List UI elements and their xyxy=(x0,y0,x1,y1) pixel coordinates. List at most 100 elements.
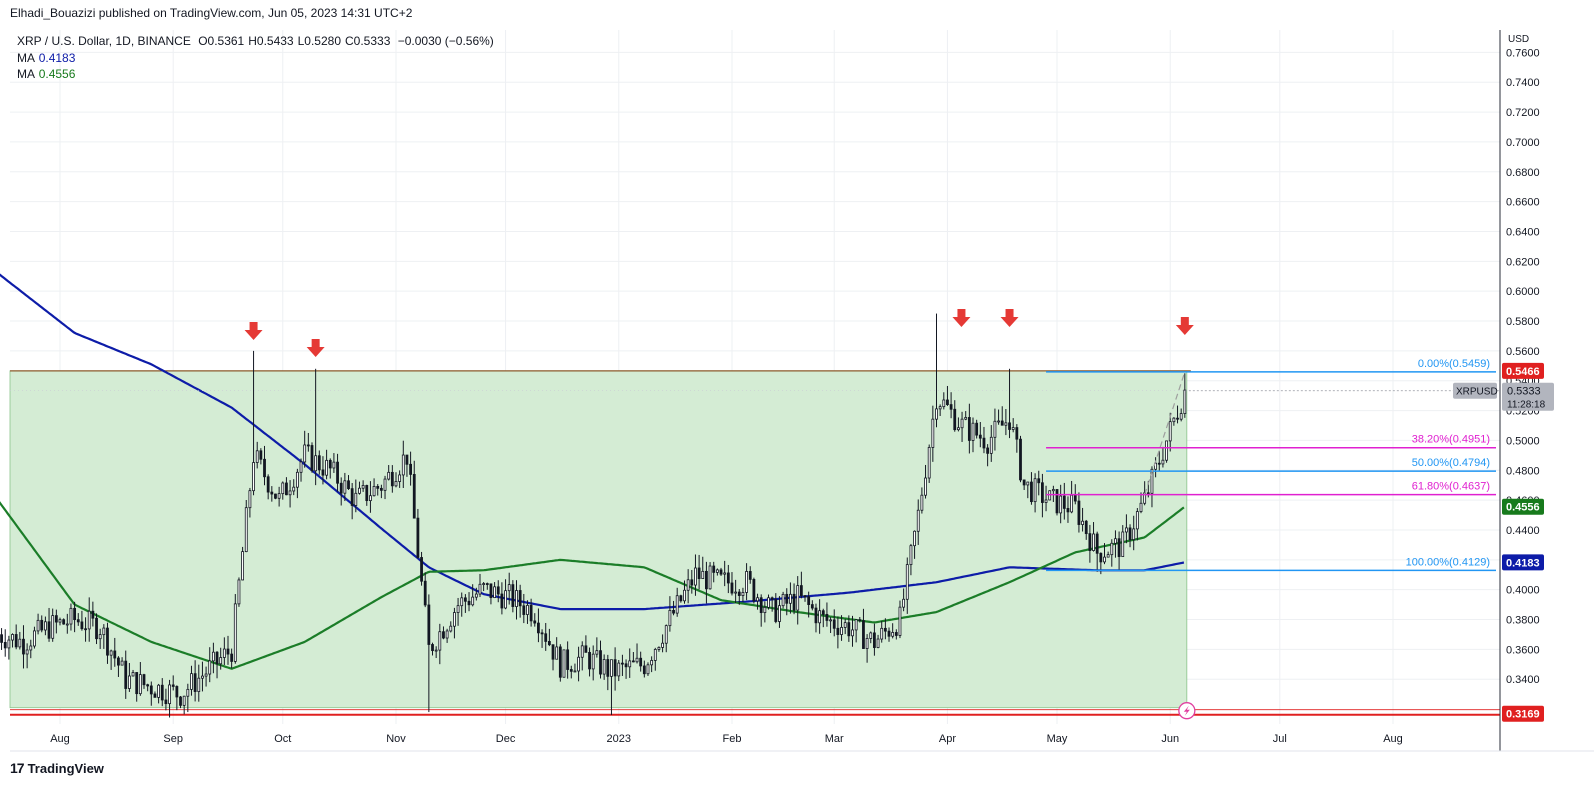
candle-body xyxy=(927,447,931,479)
candle xyxy=(317,450,321,475)
candle-body xyxy=(445,630,449,639)
candle-body xyxy=(807,596,811,605)
candle xyxy=(701,556,705,579)
candle xyxy=(237,577,241,607)
candle-body xyxy=(865,638,869,649)
candle-body xyxy=(354,492,358,506)
horizontal-levels[interactable] xyxy=(10,370,1500,716)
price-tick-label: 0.4000 xyxy=(1506,585,1540,597)
candle-body xyxy=(160,684,164,701)
candle-body xyxy=(650,660,654,666)
resistance-arrows[interactable] xyxy=(244,309,1194,357)
candle-body xyxy=(931,418,935,448)
candle-body xyxy=(412,473,416,519)
candle xyxy=(197,664,201,702)
candle-body xyxy=(1099,552,1103,563)
candle-body xyxy=(1077,500,1081,525)
candle xyxy=(832,609,836,637)
candle-body xyxy=(584,645,588,653)
candle xyxy=(737,589,741,605)
candle xyxy=(639,651,643,672)
down-arrow-icon[interactable] xyxy=(1175,317,1194,335)
candle xyxy=(836,616,840,649)
candle xyxy=(730,572,734,596)
candle-body xyxy=(339,482,343,494)
candle xyxy=(193,660,197,702)
candle-body xyxy=(715,569,719,573)
candle xyxy=(610,659,613,716)
candle-body xyxy=(1146,492,1150,495)
candle xyxy=(748,566,752,584)
ma-slow-badge-text: 0.4183 xyxy=(1506,557,1540,569)
candle-body xyxy=(325,459,329,476)
candle-body xyxy=(894,632,898,636)
candle-body xyxy=(113,650,117,659)
tradingview-logo[interactable]: 17 TradingView xyxy=(10,760,104,776)
candle-body xyxy=(1168,421,1172,442)
candle-body xyxy=(821,610,825,615)
candle-body xyxy=(1125,527,1128,533)
candle-body xyxy=(672,609,675,614)
down-arrow-icon[interactable] xyxy=(244,322,263,340)
candle xyxy=(423,572,427,608)
candle-body xyxy=(913,530,916,547)
candle-body xyxy=(748,571,752,580)
axes: USD0.34000.36000.38000.40000.42000.44000… xyxy=(10,30,1594,752)
fib-trend-line[interactable] xyxy=(1144,371,1186,495)
candle-body xyxy=(76,619,80,623)
time-tick-label: Jul xyxy=(1273,733,1287,745)
candle xyxy=(1172,417,1176,426)
candle xyxy=(76,613,80,626)
candle xyxy=(916,499,920,545)
symbol-name[interactable]: XRP / U.S. Dollar, 1D, BINANCE xyxy=(17,34,191,48)
candle-body xyxy=(595,650,599,655)
candle-body xyxy=(255,450,259,463)
candle-body xyxy=(814,607,818,624)
ma1-row[interactable]: MA 0.4183 xyxy=(17,50,494,67)
candle xyxy=(584,635,588,653)
candle xyxy=(456,597,460,626)
candle xyxy=(778,596,781,628)
candle-body xyxy=(745,571,748,593)
candles xyxy=(0,313,1187,718)
candle xyxy=(102,624,106,649)
candle xyxy=(558,644,562,682)
down-arrow-icon[interactable] xyxy=(952,309,971,327)
candle xyxy=(781,591,785,609)
range-rectangle[interactable] xyxy=(9,370,1188,709)
candle xyxy=(1132,515,1136,551)
candle xyxy=(1092,522,1095,552)
candle xyxy=(135,672,139,702)
down-arrow-icon[interactable] xyxy=(306,339,325,357)
price-change: −0.0030 (−0.56%) xyxy=(397,34,494,48)
candle-body xyxy=(1044,499,1048,503)
candle xyxy=(58,617,62,626)
candle-body xyxy=(423,580,427,606)
candle xyxy=(84,617,87,642)
candle xyxy=(160,678,164,707)
candle-body xyxy=(876,638,880,648)
candle xyxy=(168,679,171,718)
candle xyxy=(580,641,584,671)
ma2-row[interactable]: MA 0.4556 xyxy=(17,66,494,83)
candle xyxy=(233,594,237,664)
fibonacci-retracement[interactable]: 0.00%(0.5459) 38.20%(0.4951) 50.00%(0.4794… xyxy=(1046,358,1496,572)
down-arrow-icon[interactable] xyxy=(1000,309,1019,327)
candle xyxy=(763,601,767,623)
candle-body xyxy=(694,567,697,586)
price-tick-label: 0.7600 xyxy=(1506,47,1540,59)
candle xyxy=(796,576,800,625)
candle-body xyxy=(157,684,161,698)
candle xyxy=(361,480,365,492)
candle-body xyxy=(555,646,559,660)
candle xyxy=(515,580,518,620)
candle-body xyxy=(1081,520,1084,525)
candle xyxy=(328,458,332,479)
candle-body xyxy=(442,631,445,639)
candle-body xyxy=(1033,478,1037,503)
candle-body xyxy=(222,648,226,658)
candle-body xyxy=(343,480,347,494)
candle-body xyxy=(515,590,518,607)
price-badges: 0.5466 0.3169 0.4556 0.4183 XRPUSD 0.5333 11:2… xyxy=(10,362,1554,722)
